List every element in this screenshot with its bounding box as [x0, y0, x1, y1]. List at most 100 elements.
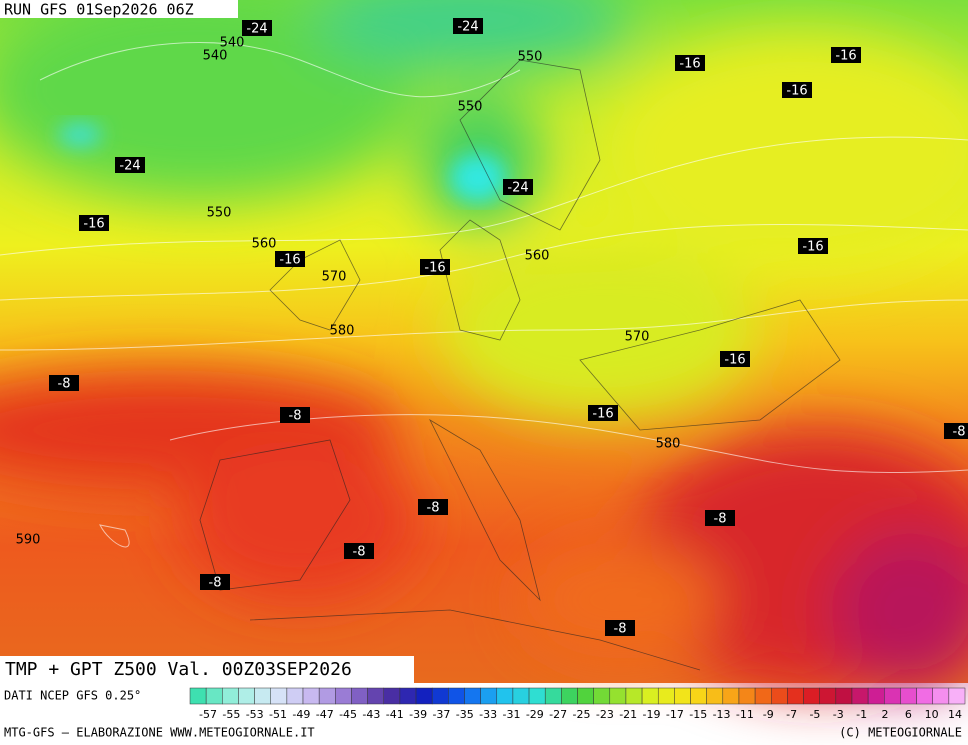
height-label: 560 [252, 237, 277, 252]
colorbar-swatch [335, 687, 352, 705]
height-label: 560 [525, 249, 550, 264]
colorbar-swatch [932, 687, 950, 705]
temp-label-box [79, 215, 109, 231]
colorbar-swatch [415, 687, 433, 705]
temp-label-box [675, 55, 705, 71]
colorbar-label: -11 [736, 708, 754, 721]
colorbar-label: -19 [643, 708, 661, 721]
colorbar-swatch [577, 687, 594, 705]
temp-label: -8 [353, 545, 366, 560]
colorbar-swatch [189, 687, 207, 705]
colorbar-swatch [431, 687, 449, 705]
temp-label-box [705, 510, 735, 526]
colorbar-label: -53 [246, 708, 264, 721]
temp-label: -16 [724, 353, 745, 368]
colorbar-swatch [302, 687, 320, 705]
temp-label-box [453, 18, 483, 34]
colorbar-label: -9 [763, 708, 774, 721]
colorbar-swatch [496, 687, 514, 705]
colorbar-label: -57 [199, 708, 217, 721]
temp-label: -8 [58, 377, 71, 392]
colorbar-label: -49 [292, 708, 310, 721]
temp-label-box [831, 47, 861, 63]
colorbar-label: -35 [456, 708, 474, 721]
map-field [0, 0, 968, 690]
colorbar-swatch [318, 687, 336, 705]
colorbar-swatch [674, 687, 691, 705]
colorbar-label: -13 [713, 708, 731, 721]
colorbar-label: -55 [222, 708, 240, 721]
temp-label: -16 [786, 84, 807, 99]
temp-label: -8 [953, 425, 966, 440]
colorbar-label: -37 [432, 708, 450, 721]
temp-label: -24 [246, 22, 267, 37]
colorbar-swatch [900, 687, 917, 705]
height-label: 550 [458, 100, 483, 115]
temp-label-box [200, 574, 230, 590]
temp-label-box [605, 620, 635, 636]
colorbar-swatch [205, 687, 223, 705]
temp-label-box [275, 251, 305, 267]
colorbar-swatch [867, 687, 885, 705]
height-label: 550 [518, 50, 543, 65]
colorbar-label: 2 [881, 708, 888, 721]
temp-label: -16 [279, 253, 300, 268]
height-label: 580 [330, 324, 355, 339]
temp-label-box [588, 405, 618, 421]
colorbar-swatch [609, 687, 627, 705]
colorbar-label: -51 [269, 708, 287, 721]
colorbar-swatch [544, 687, 562, 705]
colorbar-label: -39 [409, 708, 427, 721]
title-box [0, 656, 414, 683]
colorbar-swatch [851, 687, 869, 705]
colorbar-swatch [690, 687, 707, 705]
run-box [0, 0, 238, 18]
map-title: TMP + GPT Z500 Val. 00Z03SEP2026 [5, 659, 352, 680]
temp-label-box [115, 157, 145, 173]
colorbar-swatch [286, 687, 304, 705]
temp-label-box [344, 543, 374, 559]
colorbar-swatch [625, 687, 643, 705]
colorbar-swatch [884, 687, 901, 705]
temp-label: -24 [507, 181, 528, 196]
colorbar-label: 14 [948, 708, 962, 721]
temp-label-box [782, 82, 812, 98]
temp-label: -8 [614, 622, 627, 637]
colorbar-label: -1 [856, 708, 867, 721]
temp-label: -24 [457, 20, 478, 35]
colorbar-label: -23 [596, 708, 614, 721]
height-label: 540 [220, 36, 245, 51]
temp-label-box [418, 499, 448, 515]
colorbar-label: -45 [339, 708, 357, 721]
colorbar-label: -27 [549, 708, 567, 721]
colorbar-swatch [254, 687, 271, 705]
colorbar-swatch [835, 687, 853, 705]
temp-label: -16 [592, 407, 613, 422]
temp-label: -16 [802, 240, 823, 255]
colorbar-swatch [803, 687, 820, 705]
colorbar-swatch [383, 687, 401, 705]
colorbar-label: 6 [905, 708, 912, 721]
temp-label: -24 [119, 159, 140, 174]
colorbar-label: -29 [526, 708, 544, 721]
colorbar-label: -33 [479, 708, 497, 721]
temp-label-box [798, 238, 828, 254]
height-label: 590 [16, 533, 41, 548]
temp-label: -8 [427, 501, 440, 516]
colorbar-swatch [367, 687, 384, 705]
colorbar-label: 10 [925, 708, 939, 721]
temp-label-box [944, 423, 968, 439]
height-label: 540 [203, 49, 228, 64]
colorbar-swatch [222, 687, 239, 705]
colorbar-label: -41 [386, 708, 404, 721]
colorbar-label: -31 [502, 708, 520, 721]
credit-label: MTG-GFS — ELABORAZIONE WWW.METEOGIORNALE… [4, 726, 315, 740]
colorbar-label: -17 [666, 708, 684, 721]
temp-label: -8 [289, 409, 302, 424]
colorbar-swatch [641, 687, 659, 705]
colorbar-label: -7 [786, 708, 797, 721]
colorbar-swatch [238, 687, 255, 705]
temp-label: -16 [424, 261, 445, 276]
colorbar-swatch [787, 687, 804, 705]
